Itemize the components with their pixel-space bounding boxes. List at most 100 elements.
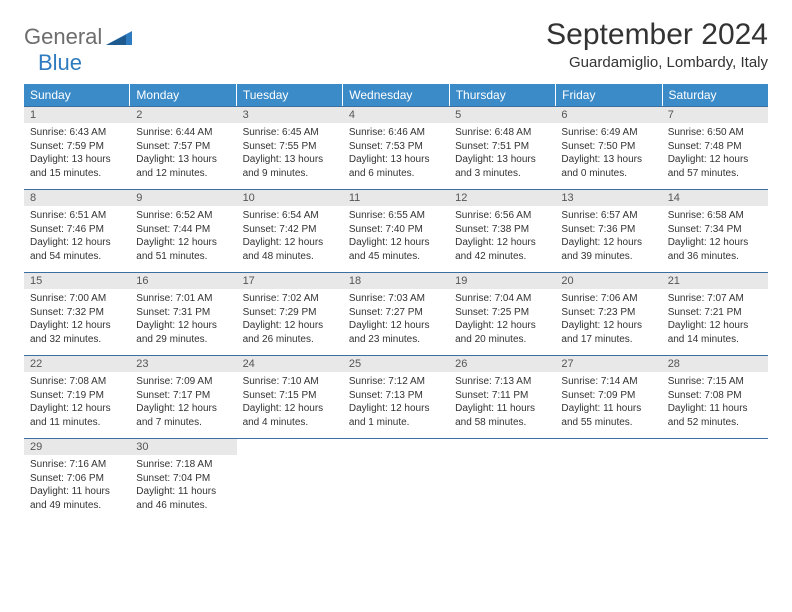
daylight-line1: Daylight: 13 hours <box>349 153 443 167</box>
day-content: Sunrise: 6:44 AMSunset: 7:57 PMDaylight:… <box>130 123 236 186</box>
day-content: Sunrise: 7:12 AMSunset: 7:13 PMDaylight:… <box>343 372 449 435</box>
day-number: 7 <box>662 107 768 123</box>
daylight-line1: Daylight: 11 hours <box>561 402 655 416</box>
logo-text-blue: Blue <box>38 50 132 76</box>
day-cell: 1Sunrise: 6:43 AMSunset: 7:59 PMDaylight… <box>24 107 130 189</box>
empty-cell <box>237 439 343 521</box>
day-content: Sunrise: 6:43 AMSunset: 7:59 PMDaylight:… <box>24 123 130 186</box>
day-cell: 25Sunrise: 7:12 AMSunset: 7:13 PMDayligh… <box>343 356 449 438</box>
day-content: Sunrise: 7:04 AMSunset: 7:25 PMDaylight:… <box>449 289 555 352</box>
location-text: Guardamiglio, Lombardy, Italy <box>546 54 768 71</box>
day-number: 24 <box>237 356 343 372</box>
day-cell: 27Sunrise: 7:14 AMSunset: 7:09 PMDayligh… <box>555 356 661 438</box>
sunset-text: Sunset: 7:44 PM <box>136 223 230 237</box>
sunrise-text: Sunrise: 7:10 AM <box>243 375 337 389</box>
day-number: 14 <box>662 190 768 206</box>
day-cell: 2Sunrise: 6:44 AMSunset: 7:57 PMDaylight… <box>130 107 236 189</box>
daylight-line2: and 45 minutes. <box>349 250 443 264</box>
daylight-line2: and 3 minutes. <box>455 167 549 181</box>
sunset-text: Sunset: 7:19 PM <box>30 389 124 403</box>
day-cell: 17Sunrise: 7:02 AMSunset: 7:29 PMDayligh… <box>237 273 343 355</box>
logo-text-block: General Blue <box>24 24 132 76</box>
sunset-text: Sunset: 7:21 PM <box>668 306 762 320</box>
title-block: September 2024 Guardamiglio, Lombardy, I… <box>546 18 768 71</box>
daylight-line2: and 7 minutes. <box>136 416 230 430</box>
day-cell: 12Sunrise: 6:56 AMSunset: 7:38 PMDayligh… <box>449 190 555 272</box>
sunrise-text: Sunrise: 6:46 AM <box>349 126 443 140</box>
daylight-line2: and 58 minutes. <box>455 416 549 430</box>
header: General Blue September 2024 Guardamiglio… <box>24 18 768 76</box>
sunrise-text: Sunrise: 7:18 AM <box>136 458 230 472</box>
daylight-line1: Daylight: 13 hours <box>136 153 230 167</box>
sunset-text: Sunset: 7:57 PM <box>136 140 230 154</box>
day-content: Sunrise: 6:49 AMSunset: 7:50 PMDaylight:… <box>555 123 661 186</box>
sunrise-text: Sunrise: 6:57 AM <box>561 209 655 223</box>
daylight-line2: and 54 minutes. <box>30 250 124 264</box>
day-content: Sunrise: 6:46 AMSunset: 7:53 PMDaylight:… <box>343 123 449 186</box>
sunset-text: Sunset: 7:32 PM <box>30 306 124 320</box>
day-number: 4 <box>343 107 449 123</box>
week-row: 22Sunrise: 7:08 AMSunset: 7:19 PMDayligh… <box>24 355 768 438</box>
sunrise-text: Sunrise: 6:49 AM <box>561 126 655 140</box>
logo-text-general: General <box>24 24 102 50</box>
day-content: Sunrise: 7:16 AMSunset: 7:06 PMDaylight:… <box>24 455 130 518</box>
sunset-text: Sunset: 7:42 PM <box>243 223 337 237</box>
day-number: 22 <box>24 356 130 372</box>
day-number: 11 <box>343 190 449 206</box>
day-content: Sunrise: 6:52 AMSunset: 7:44 PMDaylight:… <box>130 206 236 269</box>
daylight-line1: Daylight: 12 hours <box>136 319 230 333</box>
sunrise-text: Sunrise: 6:52 AM <box>136 209 230 223</box>
day-content: Sunrise: 7:15 AMSunset: 7:08 PMDaylight:… <box>662 372 768 435</box>
sunset-text: Sunset: 7:08 PM <box>668 389 762 403</box>
sunrise-text: Sunrise: 6:50 AM <box>668 126 762 140</box>
sunrise-text: Sunrise: 7:12 AM <box>349 375 443 389</box>
sunrise-text: Sunrise: 6:58 AM <box>668 209 762 223</box>
daylight-line1: Daylight: 11 hours <box>136 485 230 499</box>
weekday-saturday: Saturday <box>663 84 768 106</box>
sunset-text: Sunset: 7:53 PM <box>349 140 443 154</box>
day-cell: 3Sunrise: 6:45 AMSunset: 7:55 PMDaylight… <box>237 107 343 189</box>
sunset-text: Sunset: 7:55 PM <box>243 140 337 154</box>
sunrise-text: Sunrise: 6:43 AM <box>30 126 124 140</box>
daylight-line2: and 12 minutes. <box>136 167 230 181</box>
day-number: 1 <box>24 107 130 123</box>
daylight-line1: Daylight: 12 hours <box>136 402 230 416</box>
day-content: Sunrise: 7:02 AMSunset: 7:29 PMDaylight:… <box>237 289 343 352</box>
daylight-line1: Daylight: 11 hours <box>30 485 124 499</box>
sunrise-text: Sunrise: 7:16 AM <box>30 458 124 472</box>
daylight-line1: Daylight: 12 hours <box>668 319 762 333</box>
sunrise-text: Sunrise: 7:06 AM <box>561 292 655 306</box>
empty-cell <box>555 439 661 521</box>
daylight-line2: and 26 minutes. <box>243 333 337 347</box>
day-content: Sunrise: 6:56 AMSunset: 7:38 PMDaylight:… <box>449 206 555 269</box>
daylight-line2: and 55 minutes. <box>561 416 655 430</box>
day-cell: 6Sunrise: 6:49 AMSunset: 7:50 PMDaylight… <box>555 107 661 189</box>
day-cell: 30Sunrise: 7:18 AMSunset: 7:04 PMDayligh… <box>130 439 236 521</box>
day-number: 8 <box>24 190 130 206</box>
daylight-line2: and 57 minutes. <box>668 167 762 181</box>
day-cell: 11Sunrise: 6:55 AMSunset: 7:40 PMDayligh… <box>343 190 449 272</box>
daylight-line1: Daylight: 12 hours <box>561 236 655 250</box>
daylight-line1: Daylight: 12 hours <box>243 319 337 333</box>
day-cell: 9Sunrise: 6:52 AMSunset: 7:44 PMDaylight… <box>130 190 236 272</box>
daylight-line2: and 46 minutes. <box>136 499 230 513</box>
sunset-text: Sunset: 7:36 PM <box>561 223 655 237</box>
daylight-line1: Daylight: 12 hours <box>668 236 762 250</box>
day-content: Sunrise: 7:06 AMSunset: 7:23 PMDaylight:… <box>555 289 661 352</box>
daylight-line1: Daylight: 12 hours <box>243 236 337 250</box>
day-cell: 13Sunrise: 6:57 AMSunset: 7:36 PMDayligh… <box>555 190 661 272</box>
daylight-line2: and 6 minutes. <box>349 167 443 181</box>
day-cell: 26Sunrise: 7:13 AMSunset: 7:11 PMDayligh… <box>449 356 555 438</box>
day-number: 10 <box>237 190 343 206</box>
sunrise-text: Sunrise: 6:44 AM <box>136 126 230 140</box>
daylight-line1: Daylight: 13 hours <box>30 153 124 167</box>
sunset-text: Sunset: 7:46 PM <box>30 223 124 237</box>
sunrise-text: Sunrise: 6:54 AM <box>243 209 337 223</box>
day-cell: 18Sunrise: 7:03 AMSunset: 7:27 PMDayligh… <box>343 273 449 355</box>
day-content: Sunrise: 7:00 AMSunset: 7:32 PMDaylight:… <box>24 289 130 352</box>
day-content: Sunrise: 7:01 AMSunset: 7:31 PMDaylight:… <box>130 289 236 352</box>
sunrise-text: Sunrise: 7:03 AM <box>349 292 443 306</box>
week-row: 1Sunrise: 6:43 AMSunset: 7:59 PMDaylight… <box>24 106 768 189</box>
sunset-text: Sunset: 7:34 PM <box>668 223 762 237</box>
sunrise-text: Sunrise: 7:09 AM <box>136 375 230 389</box>
